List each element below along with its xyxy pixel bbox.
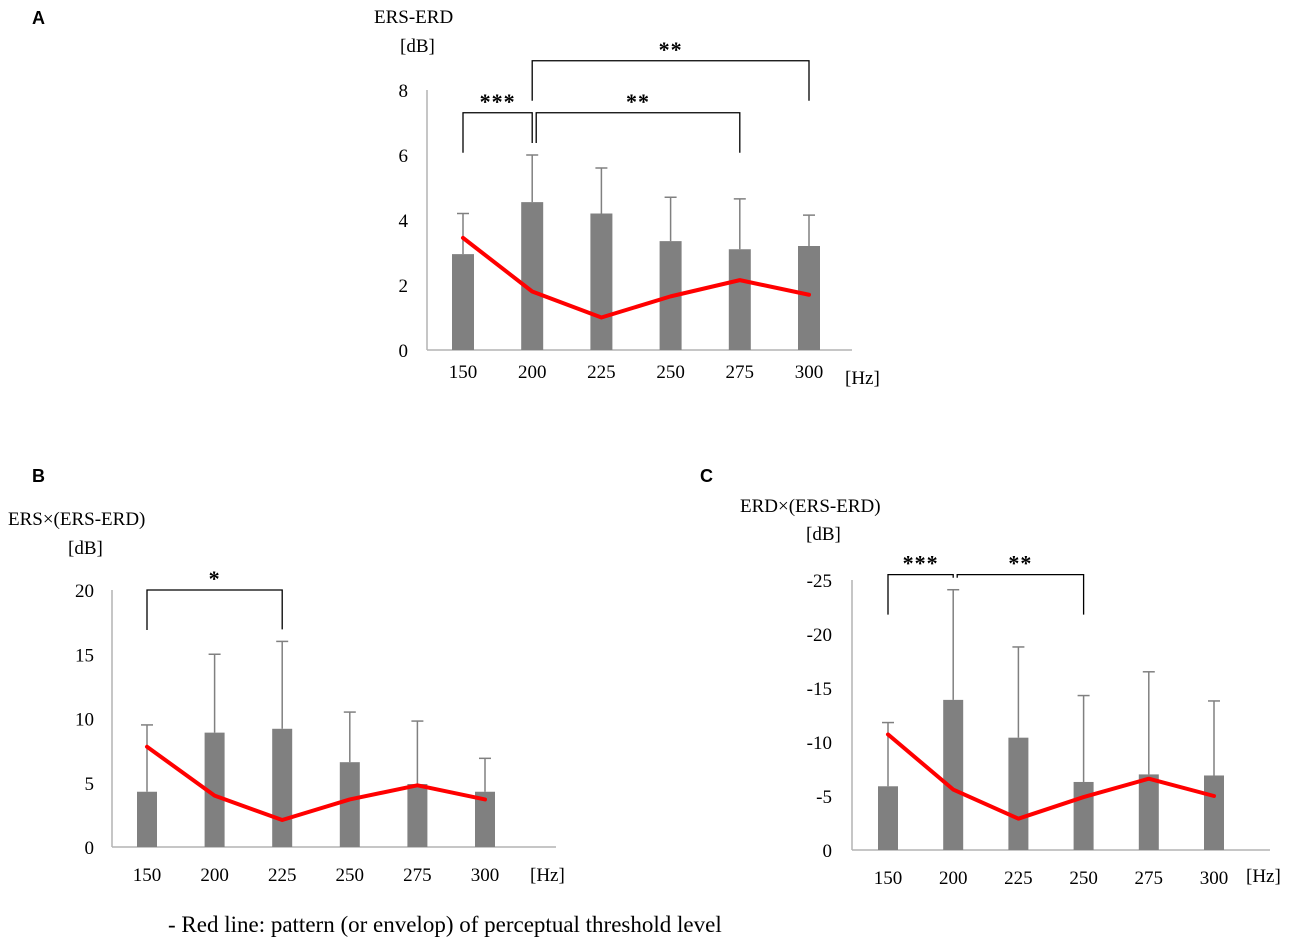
panel-a-ytick-label: 4 [399, 211, 409, 232]
panel-b-ytick-label: 20 [75, 581, 94, 602]
panel-c-bar [943, 699, 964, 850]
panel-c-xtick-label: 275 [1135, 868, 1164, 889]
chart-panel-b: B ERS×(ERS-ERD) [dB] [Hz] 0 5 10 15 20 150 200… [8, 466, 565, 886]
panel-a-significance-bracket [462, 112, 533, 153]
panel-c-significance-bracket [956, 573, 1085, 615]
panel-c-ytick-label: -15 [807, 679, 832, 700]
panel-b-ytick-label: 15 [75, 645, 94, 666]
panel-c-ylabel-line2: [dB] [806, 524, 841, 545]
panel-b-bar [407, 784, 428, 847]
panel-a-letter: A [32, 8, 45, 28]
panel-b-threshold-line [145, 744, 487, 823]
panel-b-ytick-label: 10 [75, 710, 94, 731]
panel-a-xunit: [Hz] [845, 368, 880, 389]
panel-c-significance-bracket [887, 573, 954, 615]
panel-a-significance-label: ** [626, 89, 650, 114]
panel-b-xtick-label: 200 [200, 865, 229, 886]
panel-a-xtick-label: 275 [726, 362, 755, 383]
panel-b-xtick-label: 300 [471, 865, 500, 886]
panel-c-bar [1204, 775, 1224, 850]
panel-b-significance-label: * [209, 566, 221, 591]
panel-a-bar [590, 213, 613, 350]
panel-a-ytick-label: 2 [399, 276, 409, 297]
panel-a-ytick-label: 8 [399, 81, 409, 102]
panel-b-bar [272, 728, 293, 847]
panel-a-bar [452, 254, 474, 350]
panel-a-significance-bracket [531, 60, 810, 101]
panel-c-ytick-label: 0 [823, 841, 833, 862]
panel-b-bar [339, 762, 360, 847]
panel-b-xtick-label: 150 [133, 865, 162, 886]
panel-a-significance-label: *** [480, 89, 516, 114]
panel-c-bar [1138, 774, 1159, 850]
panel-b-xtick-label: 250 [336, 865, 365, 886]
panel-b-bar [475, 791, 495, 847]
panel-c-ytick-label: -25 [807, 571, 832, 592]
panel-a-significance-bracket [535, 112, 741, 153]
panel-c-significance-label: *** [903, 551, 939, 576]
panel-b-significance-bracket [146, 589, 283, 630]
panel-b-bar [137, 791, 157, 847]
panel-b-ytick-label: 0 [85, 838, 95, 859]
panel-b-bar [204, 732, 225, 847]
panel-b-xtick-label: 225 [268, 865, 297, 886]
panel-c-threshold-line [886, 732, 1216, 821]
panel-b-letter: B [32, 466, 45, 486]
panel-c-ytick-label: -5 [816, 787, 832, 808]
panel-b-ylabel-line2: [dB] [68, 538, 103, 559]
panel-c-bar [1008, 737, 1029, 850]
panel-a-bar [728, 249, 751, 350]
panel-a-xtick-label: 300 [795, 362, 824, 383]
panel-a-xtick-label: 225 [587, 362, 616, 383]
panel-c-xtick-label: 300 [1200, 868, 1229, 889]
panel-c-xtick-label: 150 [874, 868, 903, 889]
chart-panel-a: A ERS-ERD [dB] [Hz] 0 2 4 6 8 150 200 225 250 275… [32, 7, 880, 389]
panel-b-xunit: [Hz] [530, 865, 565, 886]
panel-a-ylabel-line2: [dB] [400, 36, 435, 57]
panel-a-bar [521, 202, 544, 350]
panel-a-bar [798, 246, 820, 350]
panel-c-ytick-label: -20 [807, 625, 832, 646]
panel-c-xtick-label: 200 [939, 868, 968, 889]
panel-a-ylabel-line1: ERS-ERD [374, 7, 453, 28]
panel-b-ylabel-line1: ERS×(ERS-ERD) [8, 509, 145, 530]
panel-c-xtick-label: 225 [1004, 868, 1033, 889]
chart-panel-c: C ERD×(ERS-ERD) [dB] [Hz] 0 -5 -10 -15 -20 -2… [700, 466, 1281, 889]
panel-c-letter: C [700, 466, 713, 486]
panel-c-ytick-label: -10 [807, 733, 832, 754]
panel-a-significance-label: ** [659, 37, 683, 62]
panel-b-ytick-label: 5 [85, 774, 95, 795]
panel-c-significance-label: ** [1008, 551, 1032, 576]
panel-a-xtick-label: 150 [449, 362, 478, 383]
panel-a-xtick-label: 200 [518, 362, 547, 383]
panel-c-xtick-label: 250 [1069, 868, 1098, 889]
panel-a-ytick-label: 6 [399, 146, 409, 167]
panel-a-xtick-label: 250 [656, 362, 685, 383]
panel-c-bar [878, 786, 898, 850]
panel-a-threshold-line [461, 235, 811, 320]
panel-a-ytick-label: 0 [399, 341, 409, 362]
panel-c-ylabel-line1: ERD×(ERS-ERD) [740, 496, 881, 517]
footnote-red-line-legend: - Red line: pattern (or envelop) of perc… [168, 912, 722, 937]
panel-c-bar [1073, 781, 1094, 850]
panel-c-xunit: [Hz] [1246, 866, 1281, 887]
panel-b-xtick-label: 275 [403, 865, 432, 886]
